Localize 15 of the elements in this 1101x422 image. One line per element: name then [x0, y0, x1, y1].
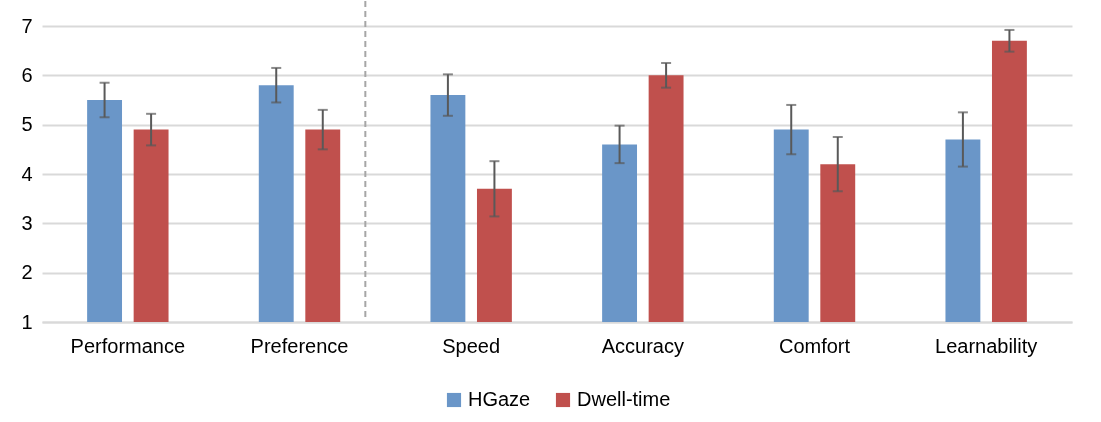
y-tick-label: 2 — [21, 261, 33, 284]
y-tick-label: 6 — [21, 63, 33, 86]
y-tick-label: 1 — [21, 310, 33, 333]
y-tick-label: 4 — [21, 162, 33, 185]
x-tick-label: Accuracy — [601, 334, 684, 357]
x-tick-label: Learnability — [935, 334, 1038, 357]
legend-label: HGaze — [468, 388, 531, 410]
x-tick-label: Comfort — [778, 334, 851, 357]
x-tick-label: Performance — [70, 334, 186, 357]
y-tick-label: 5 — [21, 113, 33, 136]
x-tick-label: Speed — [442, 334, 501, 357]
legend-label: Dwell-time — [577, 388, 671, 410]
y-tick-label: 7 — [21, 14, 33, 37]
x-tick-label: Preference — [250, 334, 349, 357]
y-tick-label: 3 — [21, 211, 33, 234]
